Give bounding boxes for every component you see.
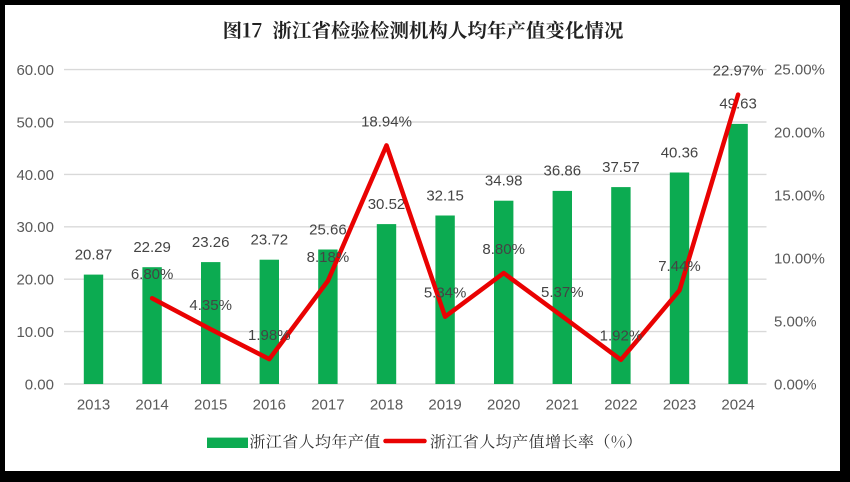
svg-text:2019: 2019 [428,396,461,413]
svg-text:4.35%: 4.35% [189,297,232,314]
svg-text:2021: 2021 [546,396,579,413]
svg-text:2024: 2024 [721,396,754,413]
svg-text:20.87: 20.87 [75,246,113,263]
svg-text:2016: 2016 [253,396,286,413]
svg-text:2020: 2020 [487,396,520,413]
svg-text:36.86: 36.86 [544,163,582,180]
svg-text:2023: 2023 [663,396,696,413]
svg-text:18.94%: 18.94% [361,113,412,130]
svg-text:2015: 2015 [194,396,227,413]
svg-text:23.26: 23.26 [192,234,230,251]
svg-text:20.00: 20.00 [16,272,54,289]
svg-text:37.57: 37.57 [602,159,640,176]
svg-text:22.97%: 22.97% [713,63,764,80]
svg-text:22.29: 22.29 [133,239,171,256]
svg-text:40.00: 40.00 [16,167,54,184]
svg-text:49.63: 49.63 [719,96,757,113]
svg-text:10.00: 10.00 [16,324,54,341]
svg-text:6.80%: 6.80% [131,266,174,283]
svg-text:8.18%: 8.18% [307,249,350,266]
svg-text:15.00%: 15.00% [774,187,825,204]
svg-text:20.00%: 20.00% [774,124,825,141]
svg-text:40.36: 40.36 [661,144,699,161]
svg-text:2014: 2014 [135,396,168,413]
svg-text:1.92%: 1.92% [600,328,643,345]
svg-text:30.52: 30.52 [368,196,406,213]
svg-text:0.00%: 0.00% [774,376,817,393]
svg-text:2022: 2022 [604,396,637,413]
svg-text:23.72: 23.72 [251,232,289,249]
svg-text:34.98: 34.98 [485,173,523,190]
svg-text:30.00: 30.00 [16,219,54,236]
svg-text:5.00%: 5.00% [774,313,817,330]
svg-text:25.00%: 25.00% [774,61,825,78]
svg-text:5.34%: 5.34% [424,285,467,302]
svg-text:2018: 2018 [370,396,403,413]
svg-text:50.00: 50.00 [16,114,54,131]
svg-text:2017: 2017 [311,396,344,413]
svg-text:5.37%: 5.37% [541,284,584,301]
svg-text:7.44%: 7.44% [658,258,701,275]
svg-text:60.00: 60.00 [16,62,54,79]
svg-text:10.00%: 10.00% [774,250,825,267]
svg-text:0.00: 0.00 [25,376,54,393]
svg-text:32.15: 32.15 [426,187,464,204]
svg-text:25.66: 25.66 [309,221,347,238]
svg-text:2013: 2013 [77,396,110,413]
svg-text:1.98%: 1.98% [248,327,291,344]
svg-text:8.80%: 8.80% [482,241,525,258]
